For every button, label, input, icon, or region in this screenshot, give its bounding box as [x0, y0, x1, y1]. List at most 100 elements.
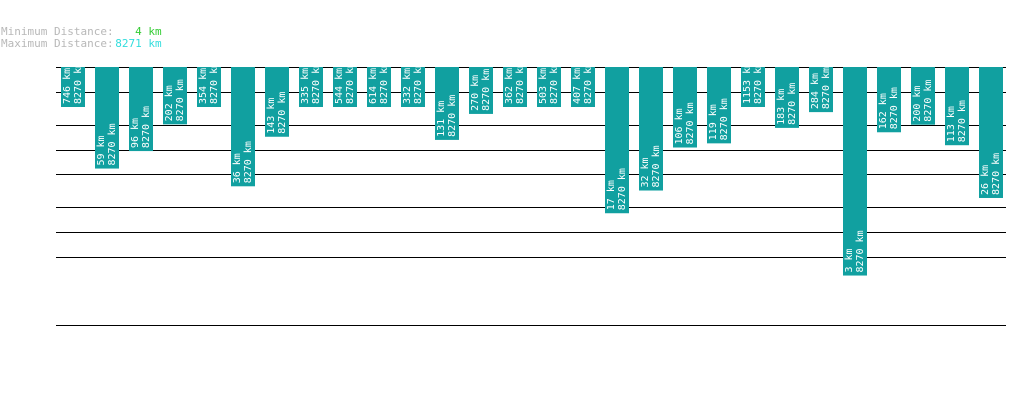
bar-group-9: 614 km 8270 km: [367, 62, 391, 107]
bar-secondary-label-25: 8270 km: [923, 80, 934, 122]
bar-secondary-label-8: 8270 km: [345, 62, 356, 104]
bar-secondary-label-3: 8270 km: [175, 79, 186, 121]
bar-value-label-2: 96 km: [130, 118, 141, 148]
bar-value-label-10: 332 km: [402, 68, 413, 104]
bar-group-16: 17 km 8270 km: [605, 67, 629, 214]
bar-12: [469, 67, 493, 114]
bar-value-label-13: 362 km: [504, 68, 515, 104]
bar-value-label-3: 202 km: [164, 85, 175, 121]
bar-group-25: 200 km 8270 km: [911, 67, 935, 125]
bar-group-11: 131 km 8270 km: [435, 67, 459, 140]
minimum-distance-row: Minimum Distance: 4 km: [1, 25, 162, 38]
bar-group-5: 36 km 8270 km: [231, 67, 255, 187]
bar-secondary-label-18: 8270 km: [685, 102, 696, 144]
bar-secondary-label-24: 8270 km: [889, 87, 900, 129]
bar-8: [333, 67, 357, 107]
bar-group-26: 113 km 8270 km: [945, 67, 969, 146]
bar-value-label-7: 335 km: [300, 68, 311, 104]
bar-secondary-label-16: 8270 km: [617, 168, 628, 210]
bar-27: [979, 67, 1003, 198]
bar-secondary-label-19: 8270 km: [719, 98, 730, 140]
bar-secondary-label-1: 8270 km: [107, 123, 118, 165]
bar-5: [231, 67, 255, 187]
bar-value-label-11: 131 km: [436, 101, 447, 137]
bar-secondary-label-12: 8270 km: [481, 69, 492, 111]
maximum-distance-row: Maximum Distance: 8271 km: [1, 37, 162, 50]
bar-9: [367, 67, 391, 107]
bar-value-label-8: 544 km: [334, 68, 345, 104]
bar-group-20: 1153 km 8270 km: [741, 62, 765, 107]
bar-group-21: 183 km 8270 km: [775, 67, 799, 128]
bar-value-label-0: 746 km: [62, 68, 73, 104]
bar-14: [537, 67, 561, 107]
bar-group-10: 332 km 8270 km: [401, 62, 425, 107]
bar-secondary-label-14: 8270 km: [549, 62, 560, 104]
bar-secondary-label-4: 8270 km: [209, 62, 220, 104]
bar-13: [503, 67, 527, 107]
bar-group-17: 32 km 8270 km: [639, 67, 663, 191]
bar-3: [163, 67, 187, 125]
bar-secondary-label-23: 8270 km: [855, 230, 866, 272]
bar-value-label-20: 1153 km: [742, 62, 753, 104]
bar-23: [843, 67, 867, 276]
bar-group-13: 362 km 8270 km: [503, 62, 527, 107]
bar-group-18: 106 km 8270 km: [673, 67, 697, 148]
bar-value-label-16: 17 km: [606, 180, 617, 210]
maximum-distance-value: 8271 km: [115, 37, 162, 50]
bar-value-label-25: 200 km: [912, 86, 923, 122]
bar-secondary-label-11: 8270 km: [447, 95, 458, 137]
bar-secondary-label-27: 8270 km: [991, 153, 1002, 195]
bar-value-label-9: 614 km: [368, 68, 379, 104]
bar-value-label-24: 162 km: [878, 93, 889, 129]
bar-value-label-12: 270 km: [470, 75, 481, 111]
bar-18: [673, 67, 697, 148]
bar-value-label-1: 59 km: [96, 135, 107, 165]
bar-19: [707, 67, 731, 144]
bar-group-14: 503 km 8270 km: [537, 62, 561, 107]
bar-secondary-label-15: 8270 km: [583, 62, 594, 104]
bar-15: [571, 67, 595, 107]
bar-secondary-label-5: 8270 km: [243, 141, 254, 183]
bar-group-2: 96 km 8270 km: [129, 67, 153, 152]
bar-25: [911, 67, 935, 125]
bar-secondary-label-13: 8270 km: [515, 62, 526, 104]
bar-value-label-4: 354 km: [198, 68, 209, 104]
bar-value-label-26: 113 km: [946, 106, 957, 142]
bar-secondary-label-6: 8270 km: [277, 92, 288, 134]
bar-group-3: 202 km 8270 km: [163, 67, 187, 125]
bar-0: [61, 67, 85, 107]
bar-1: [95, 67, 119, 169]
bar-value-label-23: 3 km: [844, 248, 855, 272]
bar-group-0: 746 km 8270 km: [61, 62, 85, 107]
bar-value-label-27: 26 km: [980, 165, 991, 195]
bar-secondary-label-17: 8270 km: [651, 145, 662, 187]
bar-value-label-17: 32 km: [640, 157, 651, 187]
bar-7: [299, 67, 323, 107]
bar-11: [435, 67, 459, 140]
minimum-distance-label: Minimum Distance:: [1, 25, 114, 38]
bar-value-label-15: 407 km: [572, 68, 583, 104]
bar-26: [945, 67, 969, 146]
bar-secondary-label-2: 8270 km: [141, 106, 152, 148]
bar-group-4: 354 km 8270 km: [197, 62, 221, 107]
bar-24: [877, 67, 901, 133]
bar-value-label-22: 284 km: [810, 73, 821, 109]
bar-group-27: 26 km 8270 km: [979, 67, 1003, 198]
bar-secondary-label-22: 8270 km: [821, 67, 832, 109]
bar-6: [265, 67, 289, 137]
bar-secondary-label-20: 8270 km: [753, 62, 764, 104]
bar-value-label-14: 503 km: [538, 68, 549, 104]
bar-group-6: 143 km 8270 km: [265, 67, 289, 137]
bar-secondary-label-26: 8270 km: [957, 100, 968, 142]
bar-secondary-label-9: 8270 km: [379, 62, 390, 104]
bar-secondary-label-21: 8270 km: [787, 83, 798, 125]
bar-20: [741, 67, 765, 107]
bar-value-label-6: 143 km: [266, 98, 277, 134]
bar-value-label-18: 106 km: [674, 108, 685, 144]
bar-value-label-21: 183 km: [776, 89, 787, 125]
bar-22: [809, 67, 833, 113]
bar-secondary-label-0: 8270 km: [73, 62, 84, 104]
bar-group-15: 407 km 8270 km: [571, 62, 595, 107]
bar-group-12: 270 km 8270 km: [469, 67, 493, 114]
